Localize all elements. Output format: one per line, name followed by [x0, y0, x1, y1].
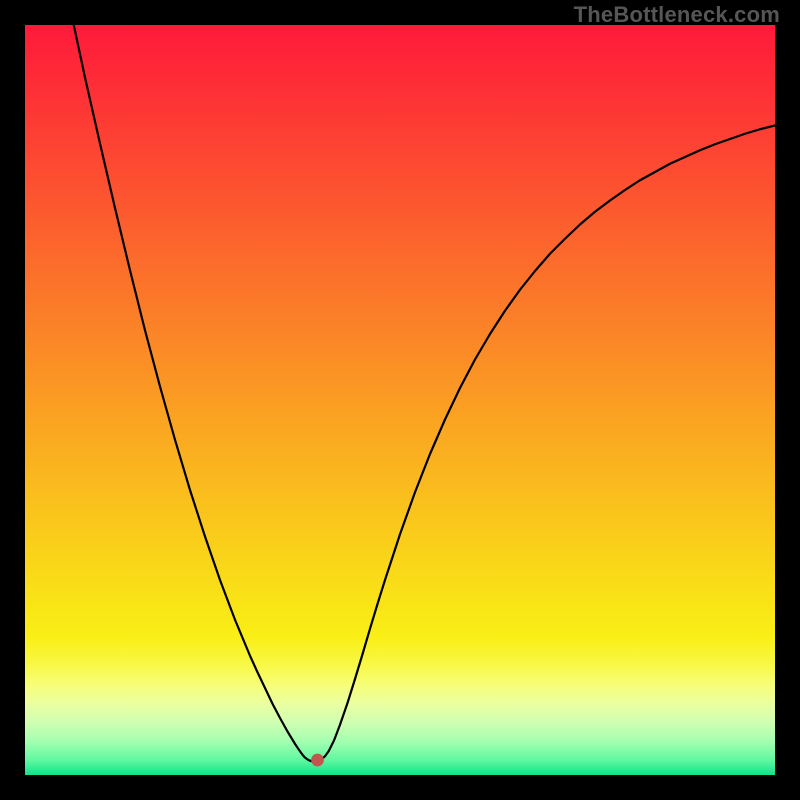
optimum-marker	[311, 754, 324, 767]
gradient-background	[25, 25, 775, 775]
chart-svg	[25, 25, 775, 775]
chart-frame: TheBottleneck.com	[0, 0, 800, 800]
plot-area	[25, 25, 775, 775]
